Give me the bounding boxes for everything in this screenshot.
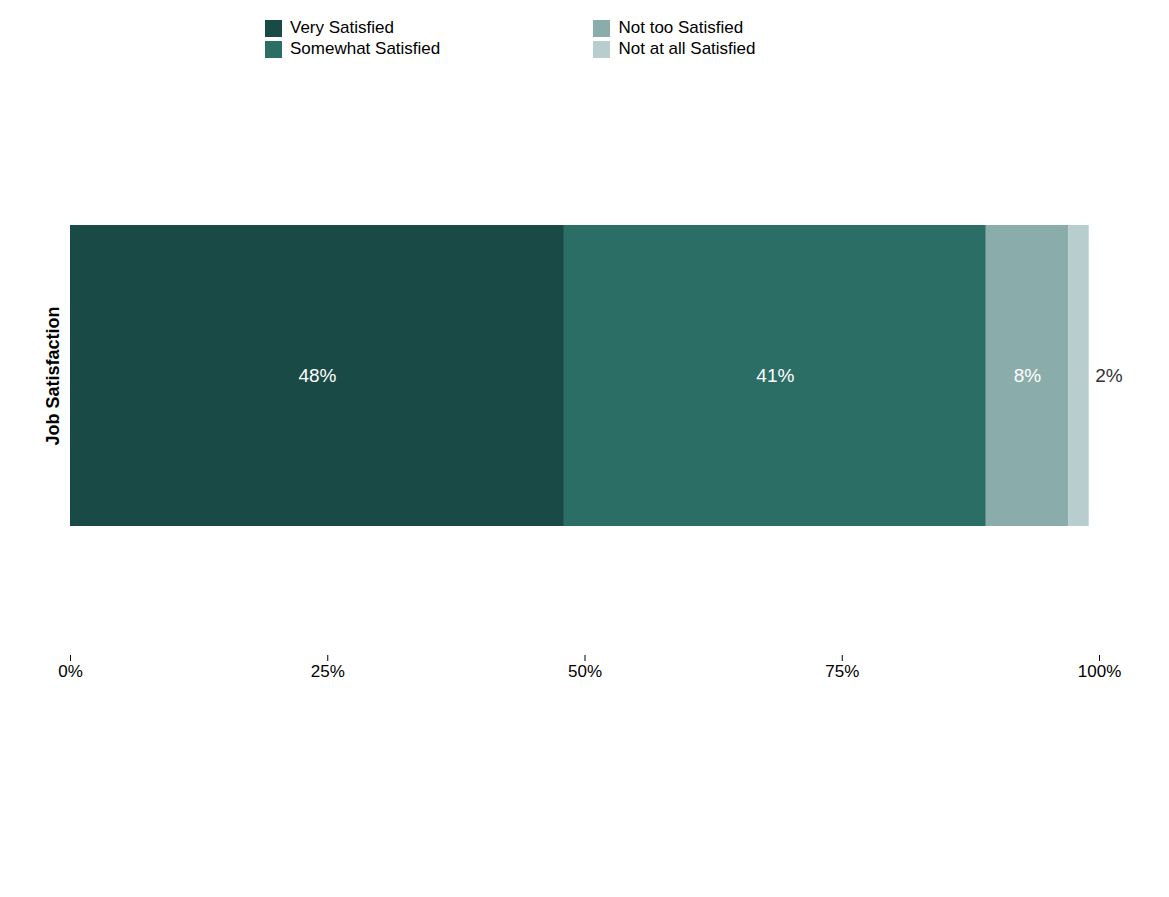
svg-text:50%: 50% [568, 661, 602, 680]
html-text:Not too Satisfied: Not too Satisfied [618, 18, 744, 37]
svg-text:41%: 41% [756, 365, 794, 386]
svg-text:100%: 100% [1078, 661, 1121, 680]
svg-text:8%: 8% [1014, 365, 1042, 386]
svg-text:Job Satisfaction: Job Satisfaction [43, 306, 63, 445]
svg-text:48%: 48% [298, 365, 336, 386]
svg-text:75%: 75% [825, 661, 859, 680]
svg-text:2%: 2% [1095, 365, 1123, 386]
html-text:Not at all Satisfied: Not at all Satisfied [618, 39, 756, 58]
html-text:Very Satisfied: Very Satisfied [290, 18, 394, 37]
svg-text:0%: 0% [58, 661, 83, 680]
html-text:Somewhat Satisfied: Somewhat Satisfied [290, 39, 441, 58]
svg-text:25%: 25% [311, 661, 345, 680]
